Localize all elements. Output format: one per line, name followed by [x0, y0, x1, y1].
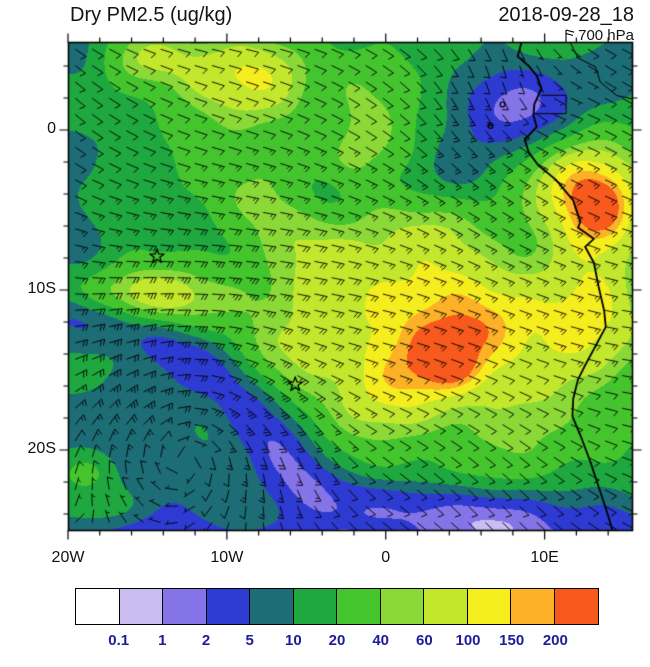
x-tick-label: 0 [381, 549, 391, 566]
colorbar-cell [379, 588, 425, 625]
colorbar-tick-label: 40 [372, 632, 389, 649]
colorbar-tick-label: 20 [328, 632, 346, 649]
colorbar-cell [554, 588, 600, 625]
colorbar-tick-label: 10 [284, 632, 302, 649]
colorbar [75, 588, 600, 625]
colorbar-cell [75, 588, 121, 625]
colorbar-cell [118, 588, 164, 625]
colorbar-cell [249, 588, 295, 625]
colorbar-cell [292, 588, 338, 625]
x-tick-label: 10W [210, 549, 244, 566]
colorbar-tick-label: 2 [201, 632, 211, 649]
x-tick-label: 10E [530, 549, 559, 566]
colorbar-cell [162, 588, 208, 625]
map-canvas [0, 0, 650, 545]
colorbar-cell [336, 588, 382, 625]
colorbar-cell [510, 588, 556, 625]
colorbar-tick-label: 200 [542, 632, 568, 649]
colorbar-cell [423, 588, 469, 625]
x-tick-label: 20W [51, 549, 85, 566]
colorbar-cell [466, 588, 512, 625]
colorbar-tick-label: 60 [415, 632, 433, 649]
colorbar-tick-label: 1 [158, 632, 167, 649]
colorbar-tick-label: 100 [455, 632, 481, 649]
colorbar-cell [205, 588, 251, 625]
colorbar-labels: 0.1 1 2 5 10 20 40 60 100 150 200 [75, 632, 599, 652]
colorbar-tick-label: 150 [499, 632, 525, 649]
colorbar-tick-label: 0.1 [108, 632, 130, 649]
colorbar-tick-label: 5 [245, 632, 254, 649]
